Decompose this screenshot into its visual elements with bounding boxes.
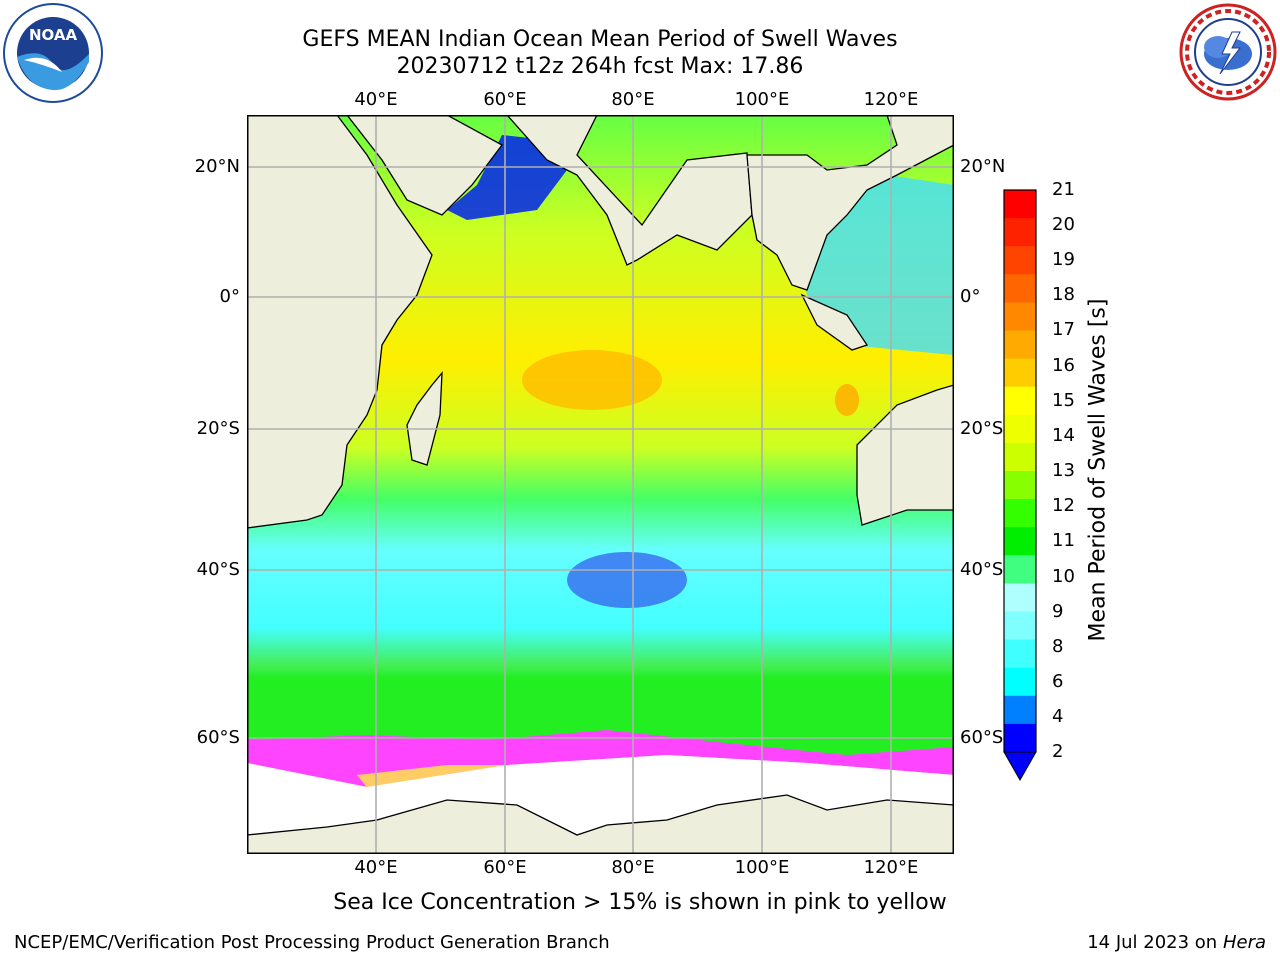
- lon-tick-bottom-120e: 120°E: [863, 857, 919, 878]
- colorbar-segment: [1004, 386, 1036, 416]
- colorbar-tick-6: 6: [1052, 671, 1064, 692]
- colorbar-segment: [1004, 471, 1036, 500]
- lon-tick-bottom-40e: 40°E: [354, 857, 398, 878]
- lat-tick-right-20s: 20°S: [960, 418, 1004, 439]
- colorbar-label: Mean Period of Swell Waves [s]: [1085, 298, 1111, 642]
- colorbar: [1003, 189, 1037, 782]
- nws-logo: [1179, 3, 1277, 101]
- colorbar-segment: [1004, 639, 1036, 669]
- colorbar-segment: [1004, 442, 1036, 472]
- southeast-asia-land: [746, 115, 954, 291]
- footer-date-text: 14 Jul 2023 on: [1087, 932, 1218, 953]
- colorbar-segment: [1004, 302, 1036, 331]
- colorbar-segment: [1004, 358, 1036, 388]
- australia-land: [856, 384, 954, 526]
- lat-tick-right-40s: 40°S: [960, 559, 1004, 580]
- sea-ice-caption: Sea Ice Concentration > 15% is shown in …: [333, 890, 947, 915]
- colorbar-segment: [1004, 611, 1036, 641]
- colorbar-tick-21: 21: [1052, 179, 1075, 200]
- colorbar-tick-18: 18: [1052, 284, 1075, 305]
- colorbar-tick-4: 4: [1052, 706, 1064, 727]
- colorbar-segment: [1004, 274, 1036, 303]
- colorbar-segment: [1004, 667, 1036, 697]
- colorbar-segment: [1004, 723, 1036, 753]
- footer-producer: NCEP/EMC/Verification Post Processing Pr…: [14, 932, 610, 953]
- colorbar-segment: [1004, 414, 1036, 444]
- lon-tick-top-80e: 80°E: [611, 89, 655, 110]
- graticule: [247, 115, 954, 854]
- colorbar-tick-12: 12: [1052, 495, 1075, 516]
- madagascar-land: [406, 371, 443, 466]
- colorbar-tick-15: 15: [1052, 390, 1075, 411]
- colorbar-tick-8: 8: [1052, 636, 1064, 657]
- lon-tick-bottom-60e: 60°E: [483, 857, 527, 878]
- lon-tick-bottom-80e: 80°E: [611, 857, 655, 878]
- colorbar-tick-20: 20: [1052, 214, 1075, 235]
- colorbar-segment: [1004, 218, 1036, 247]
- lat-tick-left-40s: 40°S: [196, 559, 240, 580]
- lat-tick-left-20n: 20°N: [194, 156, 240, 177]
- footer-machine: Hera: [1222, 932, 1266, 953]
- lat-tick-left-60s: 60°S: [196, 727, 240, 748]
- colorbar-tick-10: 10: [1052, 566, 1075, 587]
- high-period-region: [522, 350, 662, 410]
- chart-title: GEFS MEAN Indian Ocean Mean Period of Sw…: [302, 27, 898, 52]
- noaa-logo: NOAA: [3, 3, 103, 103]
- footer-date: 14 Jul 2023 on Hera: [1087, 932, 1266, 953]
- colorbar-tick-13: 13: [1052, 460, 1075, 481]
- colorbar-segment: [1004, 499, 1036, 528]
- colorbar-tick-9: 9: [1052, 601, 1064, 622]
- colorbar-segment: [1004, 583, 1036, 612]
- lon-tick-top-120e: 120°E: [863, 89, 919, 110]
- colorbar-segment: [1004, 246, 1036, 275]
- lat-tick-right-20n: 20°N: [960, 156, 1006, 177]
- lon-tick-top-100e: 100°E: [734, 89, 790, 110]
- antarctica-land: [247, 794, 954, 854]
- colorbar-extension-low: [1003, 751, 1037, 782]
- lon-tick-top-60e: 60°E: [483, 89, 527, 110]
- lat-tick-right-0: 0°: [960, 286, 981, 307]
- colorbar-segment: [1004, 527, 1036, 556]
- lon-tick-top-40e: 40°E: [354, 89, 398, 110]
- colorbar-segment: [1004, 330, 1036, 360]
- map-panel: [247, 115, 954, 854]
- colorbar-tick-11: 11: [1052, 530, 1075, 551]
- lat-tick-right-60s: 60°S: [960, 727, 1004, 748]
- lat-tick-left-0: 0°: [219, 286, 240, 307]
- low-period-region: [567, 552, 687, 608]
- colorbar-segment: [1004, 555, 1036, 584]
- noaa-logo-text: NOAA: [29, 26, 78, 44]
- colorbar-tick-2: 2: [1052, 741, 1064, 762]
- lat-tick-left-20s: 20°S: [196, 418, 240, 439]
- colorbar-segment: [1004, 695, 1036, 725]
- indonesia-land: [800, 293, 869, 351]
- africa-land: [247, 115, 433, 529]
- lon-tick-bottom-100e: 100°E: [734, 857, 790, 878]
- colorbar-tick-19: 19: [1052, 249, 1075, 270]
- map-frame: [247, 115, 954, 854]
- colorbar-segment: [1004, 190, 1036, 219]
- india-land: [506, 115, 753, 266]
- colorbar-tick-14: 14: [1052, 425, 1075, 446]
- colorbar-tick-17: 17: [1052, 319, 1075, 340]
- colorbar-tick-16: 16: [1052, 355, 1075, 376]
- chart-subtitle: 20230712 t12z 264h fcst Max: 17.86: [396, 54, 804, 79]
- colorbar-frame: [1003, 189, 1037, 753]
